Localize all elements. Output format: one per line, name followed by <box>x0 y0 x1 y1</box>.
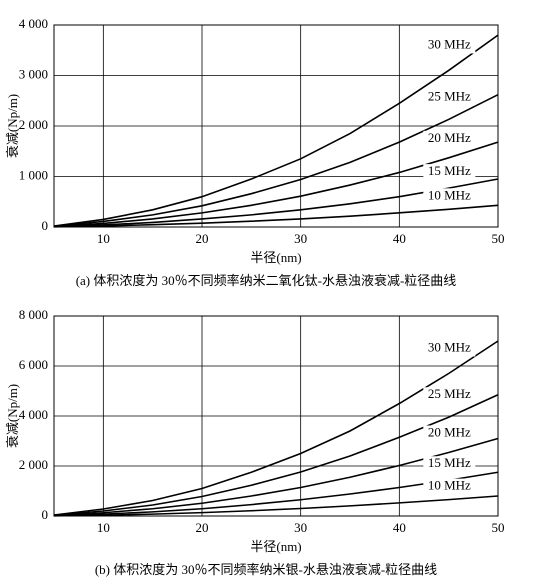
label-bg <box>423 456 476 473</box>
series-label: 10 MHz <box>428 478 471 493</box>
label-bg <box>423 425 476 442</box>
x-tick-label: 10 <box>97 231 110 246</box>
curve <box>53 141 499 228</box>
curve <box>53 204 499 228</box>
label-bg <box>423 164 476 181</box>
series-label: 25 MHz <box>428 386 471 401</box>
curve <box>53 93 499 228</box>
x-axis-label: 半径(nm) <box>250 539 301 554</box>
x-tick-label: 50 <box>492 231 505 246</box>
y-tick-label: 2 000 <box>19 457 48 472</box>
y-tick-label: 1 000 <box>19 167 48 182</box>
y-tick-label: 4 000 <box>19 16 48 31</box>
x-tick-label: 40 <box>393 231 406 246</box>
y-axis-label: 衰减(Np/m) <box>5 384 20 448</box>
caption: (a) 体积浓度为 30％不同频率纳米二氧化钛-水悬浊液衰减-粒径曲线 <box>76 273 457 288</box>
x-tick-label: 10 <box>97 520 110 535</box>
series-label: 10 MHz <box>428 187 471 202</box>
y-tick-label: 2 000 <box>19 117 48 132</box>
label-bg <box>423 387 476 404</box>
label-bg <box>423 188 476 205</box>
label-bg <box>423 130 476 147</box>
x-tick-label: 30 <box>294 231 307 246</box>
series-label: 15 MHz <box>428 163 471 178</box>
label-bg <box>423 89 476 106</box>
x-tick-label: 40 <box>393 520 406 535</box>
y-tick-label: 6 000 <box>19 357 48 372</box>
series-label: 30 MHz <box>428 339 471 354</box>
curve <box>53 495 499 517</box>
series-label: 20 MHz <box>428 130 471 145</box>
x-axis-label: 半径(nm) <box>250 250 301 265</box>
series-label: 20 MHz <box>428 424 471 439</box>
x-tick-label: 50 <box>492 520 505 535</box>
plot-frame <box>53 315 499 517</box>
y-tick-label: 0 <box>42 507 49 522</box>
y-tick-label: 4 000 <box>19 407 48 422</box>
label-bg <box>423 478 476 495</box>
x-tick-label: 20 <box>196 520 209 535</box>
y-tick-label: 0 <box>42 218 49 233</box>
label-bg <box>423 37 476 54</box>
x-tick-label: 30 <box>294 520 307 535</box>
label-bg <box>423 340 476 357</box>
plot-frame <box>53 24 499 228</box>
x-tick-label: 20 <box>196 231 209 246</box>
series-label: 30 MHz <box>428 36 471 51</box>
y-tick-label: 3 000 <box>19 66 48 81</box>
curve <box>53 34 499 227</box>
caption: (b) 体积浓度为 30％不同频率纳米银-水悬浊液衰减-粒径曲线 <box>95 562 437 577</box>
y-axis-label: 衰减(Np/m) <box>5 94 20 158</box>
series-label: 25 MHz <box>428 88 471 103</box>
series-label: 15 MHz <box>428 455 471 470</box>
y-tick-label: 8 000 <box>19 307 48 322</box>
